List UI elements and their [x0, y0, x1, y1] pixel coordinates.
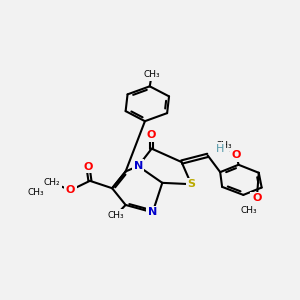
Text: CH₃: CH₃: [108, 211, 124, 220]
Text: H: H: [216, 144, 224, 154]
Text: CH₃: CH₃: [143, 70, 160, 80]
Text: O: O: [83, 162, 93, 172]
Text: O: O: [66, 185, 75, 195]
Text: N: N: [134, 161, 143, 171]
Text: CH₃: CH₃: [241, 206, 257, 215]
Text: CH₃: CH₃: [28, 188, 44, 197]
Text: O: O: [147, 130, 156, 140]
Text: CH₃: CH₃: [216, 141, 232, 150]
Text: O: O: [252, 193, 262, 203]
Text: N: N: [148, 207, 157, 217]
Text: O: O: [232, 150, 241, 161]
Text: CH₂: CH₂: [44, 178, 61, 187]
Text: S: S: [187, 179, 195, 189]
